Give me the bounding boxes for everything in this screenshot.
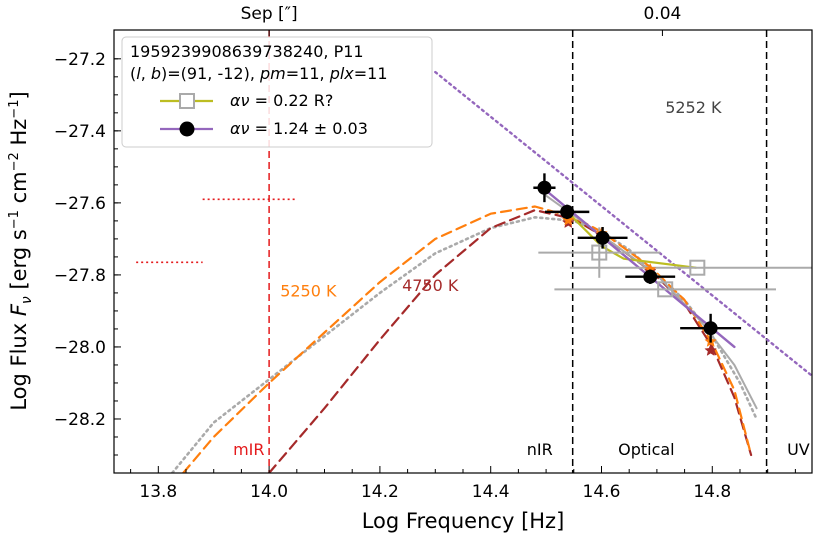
y-tick-label: −28.2 — [54, 410, 106, 430]
region-label-nir: nIR — [527, 440, 553, 459]
y-axis-label: Log Flux Fν [erg s−1 cm−2 Hz−1] — [7, 91, 35, 410]
annotation-layer: 5252 K 5250 K 4750 K mIR nIR Optical UV — [233, 98, 810, 459]
grey-square-marker — [689, 259, 706, 276]
legend-title-line2: (l, b)=(91, -12), pm=11, plx=11 — [130, 64, 388, 83]
legend: 1959239908639738240, P11 (l, b)=(91, -12… — [121, 36, 433, 148]
grey-square-marker — [657, 281, 674, 298]
brown-star-marker — [704, 343, 717, 356]
axis-ticks: 13.8 14.0 14.2 14.4 14.6 14.8 −27.2 −27.4 −27.6 −… — [54, 30, 796, 502]
orange-star-marker — [561, 213, 575, 226]
y-tick-label: −27.6 — [54, 194, 106, 214]
x-tick-label: 13.8 — [139, 482, 177, 502]
x-tick-label: 14.0 — [250, 482, 288, 502]
black-point-marker — [643, 269, 658, 284]
top-axis-label-sep: Sep [″] — [241, 4, 298, 24]
legend-title-line1: 1959239908639738240, P11 — [130, 42, 364, 61]
black-point-marker — [537, 180, 552, 195]
legend-entry-purple: αν = 1.24 ± 0.03 — [230, 119, 368, 138]
y-tick-label: −27.4 — [54, 122, 106, 142]
legend-entry-olive: αν = 0.22 R? — [230, 91, 333, 110]
powerlaw-dotted-curve — [434, 70, 812, 377]
annotation-5252k: 5252 K — [665, 98, 722, 117]
region-label-mir: mIR — [233, 440, 264, 459]
data-layer — [136, 30, 812, 473]
x-axis-label: Log Frequency [Hz] — [362, 509, 565, 533]
x-tick-label: 14.8 — [693, 482, 731, 502]
black-point-marker — [560, 204, 575, 219]
region-label-optical: Optical — [618, 440, 675, 459]
black-point-marker — [703, 321, 718, 336]
legend-box — [121, 36, 433, 148]
black-point-marker — [595, 230, 610, 245]
y-tick-label: −27.2 — [54, 50, 106, 70]
olive-fit-curve — [571, 216, 697, 269]
bb-5252k-curve — [170, 216, 758, 473]
top-axis-label-value: 0.04 — [643, 4, 681, 24]
legend-marker-filled-circle — [179, 121, 195, 137]
annotation-5250k: 5250 K — [280, 282, 337, 301]
y-tick-label: −28.0 — [54, 338, 106, 358]
x-tick-label: 14.4 — [472, 482, 510, 502]
model-4750k-curve — [268, 209, 753, 473]
grey-square-marker — [591, 244, 608, 261]
x-tick-label: 14.6 — [583, 482, 621, 502]
annotation-4750k: 4750 K — [402, 276, 459, 295]
legend-marker-open-square — [179, 93, 195, 109]
y-tick-label: −27.8 — [54, 266, 106, 286]
x-tick-label: 14.2 — [361, 482, 399, 502]
region-label-uv: UV — [787, 440, 810, 459]
